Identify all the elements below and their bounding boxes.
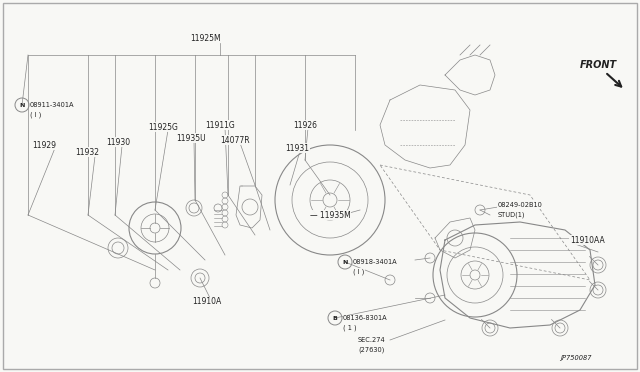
Text: 14077R: 14077R — [220, 135, 250, 144]
Text: STUD(1): STUD(1) — [498, 212, 525, 218]
Text: 11911G: 11911G — [205, 121, 235, 129]
Circle shape — [593, 260, 603, 270]
Text: 11925G: 11925G — [148, 122, 178, 131]
Text: 11929: 11929 — [32, 141, 56, 150]
Text: SEC.274: SEC.274 — [358, 337, 386, 343]
Circle shape — [555, 323, 565, 333]
Circle shape — [385, 275, 395, 285]
Circle shape — [195, 273, 205, 283]
Text: 08249-02B10: 08249-02B10 — [498, 202, 543, 208]
Circle shape — [15, 98, 29, 112]
Circle shape — [328, 311, 342, 325]
Text: ( I ): ( I ) — [30, 112, 42, 118]
Text: 11910AA: 11910AA — [570, 235, 605, 244]
Circle shape — [593, 285, 603, 295]
Text: 08136-8301A: 08136-8301A — [343, 315, 388, 321]
Circle shape — [475, 205, 485, 215]
Text: 11932: 11932 — [75, 148, 99, 157]
Circle shape — [150, 278, 160, 288]
Circle shape — [189, 203, 199, 213]
Text: FRONT: FRONT — [580, 60, 617, 70]
Text: 11931: 11931 — [285, 144, 309, 153]
Circle shape — [338, 255, 352, 269]
Circle shape — [485, 323, 495, 333]
Text: 11910A: 11910A — [192, 298, 221, 307]
Text: 11935U: 11935U — [176, 134, 205, 142]
Circle shape — [112, 242, 124, 254]
Circle shape — [214, 204, 222, 212]
Text: ( 1 ): ( 1 ) — [343, 325, 356, 331]
Text: 11930: 11930 — [106, 138, 130, 147]
Text: N: N — [342, 260, 348, 264]
Text: — 11935M: — 11935M — [310, 211, 351, 219]
Circle shape — [425, 293, 435, 303]
Text: 08918-3401A: 08918-3401A — [353, 259, 397, 265]
Text: 08911-3401A: 08911-3401A — [30, 102, 74, 108]
Circle shape — [425, 253, 435, 263]
Text: (27630): (27630) — [358, 347, 385, 353]
Text: ( I ): ( I ) — [353, 269, 364, 275]
Text: 11925M: 11925M — [190, 33, 221, 42]
Text: N: N — [19, 103, 25, 108]
Text: 11926: 11926 — [293, 121, 317, 129]
Text: B: B — [333, 315, 337, 321]
Text: JP750087: JP750087 — [560, 355, 591, 361]
